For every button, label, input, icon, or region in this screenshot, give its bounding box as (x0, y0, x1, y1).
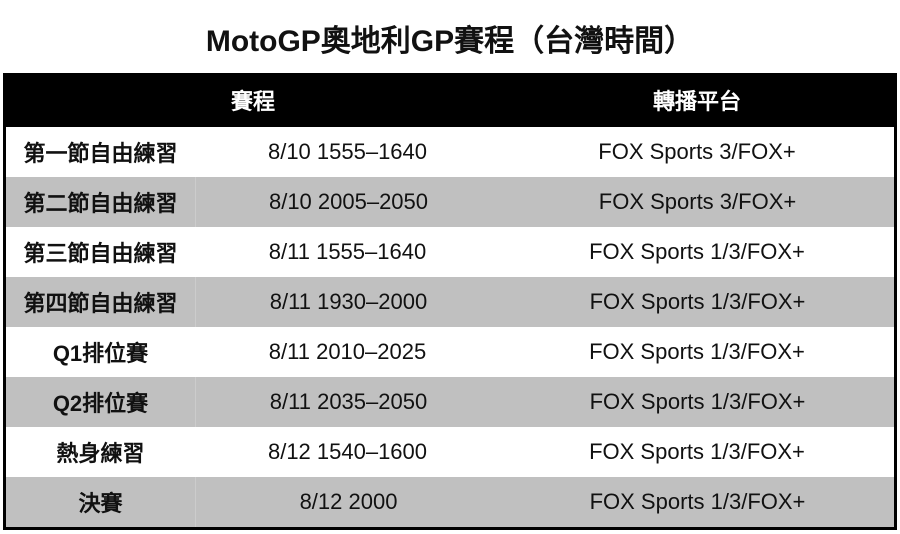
channel-cell: FOX Sports 1/3/FOX+ (589, 339, 805, 364)
channel-cell: FOX Sports 1/3/FOX+ (589, 239, 805, 264)
session-cell: 第一節自由練習 (23, 141, 178, 166)
table-row: 第一節自由練習 8/10 1555–1640 FOX Sports 3/FOX+ (6, 127, 894, 177)
table-row: 第四節自由練習 8/11 1930–2000 FOX Sports 1/3/FOX+ (6, 277, 894, 327)
schedule-table: 賽程 轉播平台 第一節自由練習 8/10 1555–1640 FOX Sports … (3, 73, 897, 530)
time-cell: 8/11 1555–1640 (268, 239, 427, 264)
channel-cell: FOX Sports 3/FOX+ (598, 139, 796, 164)
table-row: 第三節自由練習 8/11 1555–1640 FOX Sports 1/3/FOX+ (6, 227, 894, 277)
time-cell: 8/11 2035–2050 (195, 377, 501, 427)
session-cell: Q2排位賽 (52, 391, 149, 416)
table-row: 第二節自由練習 8/10 2005–2050 FOX Sports 3/FOX+ (6, 177, 894, 227)
session-cell: Q1排位賽 (52, 341, 149, 366)
channel-cell: FOX Sports 1/3/FOX+ (589, 389, 806, 414)
session-cell: 第四節自由練習 (23, 291, 178, 316)
session-cell: 決賽 (78, 491, 123, 516)
page-title: MotoGP奧地利GP賽程（台灣時間） (205, 25, 695, 58)
time-cell: 8/12 1540–1600 (267, 439, 428, 464)
session-cell: 熱身練習 (56, 441, 145, 466)
channel-cell: FOX Sports 1/3/FOX+ (589, 439, 805, 464)
table-row: Q2排位賽 8/11 2035–2050 FOX Sports 1/3/FOX+ (6, 377, 894, 427)
channel-cell: FOX Sports 3/FOX+ (598, 189, 797, 214)
table-row: Q1排位賽 8/11 2010–2025 FOX Sports 1/3/FOX+ (6, 327, 894, 377)
table-row: 熱身練習 8/12 1540–1600 FOX Sports 1/3/FOX+ (6, 427, 894, 477)
time-cell: 8/10 1555–1640 (267, 139, 428, 164)
time-cell: 8/11 1930–2000 (195, 277, 501, 327)
header-broadcast: 轉播平台 (652, 89, 741, 114)
channel-cell: FOX Sports 1/3/FOX+ (589, 289, 806, 314)
header-schedule: 賽程 (230, 89, 275, 114)
table-header: 賽程 轉播平台 (6, 73, 894, 127)
time-cell: 8/11 2010–2025 (268, 339, 427, 364)
time-cell: 8/10 2005–2050 (195, 177, 501, 227)
time-cell: 8/12 2000 (195, 477, 501, 527)
session-cell: 第三節自由練習 (23, 241, 178, 266)
channel-cell: FOX Sports 1/3/FOX+ (589, 489, 806, 514)
table-row: 決賽 8/12 2000 FOX Sports 1/3/FOX+ (6, 477, 894, 527)
session-cell: 第二節自由練習 (23, 191, 178, 216)
